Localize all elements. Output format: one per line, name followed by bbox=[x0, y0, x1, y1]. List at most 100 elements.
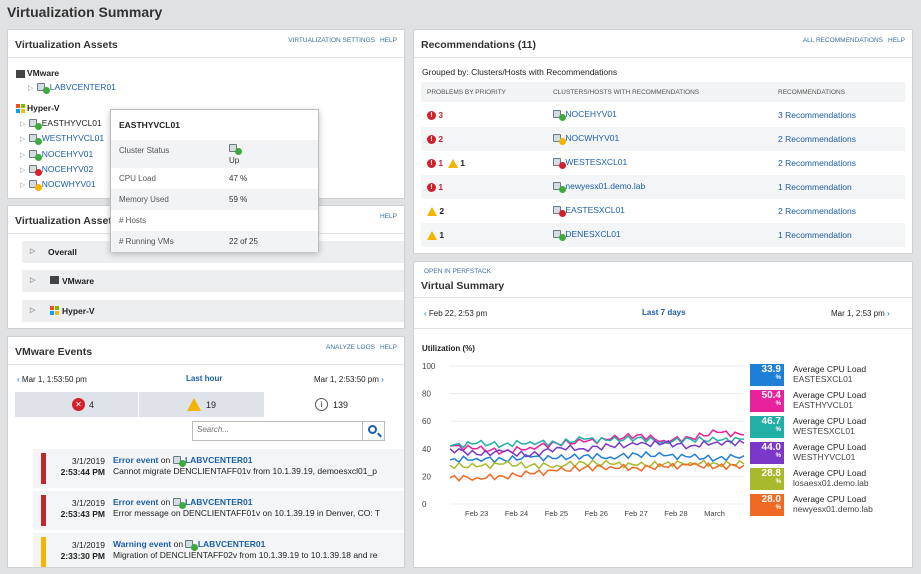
tree-item-host[interactable]: ▷ EASTHYVCL01 bbox=[20, 118, 102, 131]
legend-host: WESTHYVCL01 bbox=[793, 452, 856, 462]
error-icon: ✕ bbox=[72, 398, 85, 411]
y-tick-label: 20 bbox=[422, 472, 431, 481]
x-tick-label: Feb 26 bbox=[585, 509, 608, 518]
warning-icon bbox=[447, 159, 458, 169]
legend-item[interactable]: 44.0% Average CPU Load WESTHYVCL01 bbox=[750, 442, 910, 464]
host-status-icon bbox=[553, 182, 566, 194]
analyze-logs-link[interactable]: ANALYZE LOGS bbox=[326, 344, 376, 351]
legend-item[interactable]: 33.9% Average CPU Load EASTESXCL01 bbox=[750, 364, 910, 386]
event-item[interactable]: 3/1/2019 2:53:44 PM Error event on LABVCE… bbox=[33, 449, 404, 488]
vmware-group[interactable]: VMware bbox=[16, 68, 59, 78]
time-prev[interactable]: ‹ Mar 1, 1:53:50 pm bbox=[17, 375, 87, 384]
y-tick-label: 0 bbox=[422, 500, 427, 509]
legend-value: 28.8% bbox=[750, 468, 784, 490]
legend-value: 50.4% bbox=[750, 390, 784, 412]
event-item[interactable]: 3/1/2019 2:33:30 PM Warning event on LABV… bbox=[33, 533, 404, 567]
table-row[interactable]: ! 3 NOCEHYV01 3 Recommendations bbox=[421, 103, 905, 127]
table-row[interactable]: 2 EASTESXCL01 2 Recommendations bbox=[421, 199, 905, 223]
hyperv-group[interactable]: Hyper-V bbox=[16, 103, 60, 114]
recommendations-panel: Recommendations (11) ALL RECOMMENDATIONS… bbox=[413, 29, 913, 254]
tree-item-host[interactable]: ▷ WESTHYVCL01 bbox=[20, 133, 104, 146]
chevron-right-icon[interactable]: › bbox=[887, 309, 890, 318]
legend-metric: Average CPU Load bbox=[793, 416, 867, 426]
search-icon[interactable] bbox=[362, 422, 384, 440]
x-tick-label: Feb 24 bbox=[505, 509, 528, 518]
legend-metric: Average CPU Load bbox=[793, 468, 867, 478]
tree-item-host[interactable]: ▷ NOCEHYV01 bbox=[20, 149, 93, 162]
y-tick-label: 40 bbox=[422, 445, 431, 454]
legend-metric: Average CPU Load bbox=[793, 494, 867, 504]
virtualization-settings-link[interactable]: VIRTUALIZATION SETTINGS bbox=[288, 37, 376, 44]
tooltip-row: CPU Load 47 % bbox=[119, 174, 248, 183]
tree-item-host[interactable]: ▷ NOCWHYV01 bbox=[20, 179, 96, 192]
virtual-summary-panel: OPEN IN PERFSTACK Virtual Summary ‹ Feb … bbox=[413, 261, 913, 568]
legend-host: WESTESXCL01 bbox=[793, 426, 855, 436]
tooltip-row: # Hosts bbox=[119, 216, 147, 225]
page-title: Virtualization Summary bbox=[7, 4, 163, 20]
tree-item-host[interactable]: ▷ NOCEHYV02 bbox=[20, 164, 93, 177]
chevron-left-icon[interactable]: ‹ bbox=[424, 309, 427, 318]
table-row[interactable]: ! 1 newyesx01.demo.lab 1 Recommendation bbox=[421, 175, 905, 199]
filter-info-tab[interactable]: i 139 bbox=[265, 392, 398, 417]
series-line-newyesx01.demo.lab bbox=[449, 462, 745, 482]
legend-value: 33.9% bbox=[750, 364, 784, 386]
x-tick-label: Feb 25 bbox=[545, 509, 568, 518]
panel-title: Recommendations (11) bbox=[421, 39, 536, 51]
chevron-left-icon[interactable]: ‹ bbox=[17, 375, 20, 384]
event-item[interactable]: 3/1/2019 2:53:43 PM Error event on LABVCE… bbox=[33, 491, 404, 530]
warning-icon bbox=[427, 207, 437, 217]
help-link[interactable]: HELP bbox=[380, 344, 397, 351]
table-row[interactable]: ! 1 1 WESTESXCL01 2 Recommendations bbox=[421, 151, 905, 175]
series-line-WESTESXCL01 bbox=[449, 434, 745, 449]
open-in-perfstack-link[interactable]: OPEN IN PERFSTACK bbox=[424, 268, 492, 275]
critical-icon: ! bbox=[427, 111, 436, 121]
help-link[interactable]: HELP bbox=[380, 37, 397, 44]
x-tick-label: Feb 27 bbox=[624, 509, 647, 518]
time-next[interactable]: Mar 1, 2:53:50 pm › bbox=[314, 375, 384, 384]
host-status-icon bbox=[553, 110, 566, 122]
host-tooltip: EASTHYVCL01 Cluster Status Up CPU Load 47 … bbox=[110, 109, 319, 252]
filter-error-tab[interactable]: ✕ 4 bbox=[15, 392, 138, 417]
filter-warning-tab[interactable]: 19 bbox=[139, 392, 264, 417]
critical-icon: ! bbox=[427, 159, 436, 169]
legend-metric: Average CPU Load bbox=[793, 442, 867, 452]
legend-item[interactable]: 50.4% Average CPU Load EASTHYVCL01 bbox=[750, 390, 910, 412]
help-link[interactable]: HELP bbox=[380, 213, 397, 220]
time-range[interactable]: Last 7 days bbox=[642, 308, 686, 317]
vcenter-icon bbox=[37, 83, 51, 95]
all-recommendations-link[interactable]: ALL RECOMMENDATIONS bbox=[802, 37, 884, 44]
legend-host: EASTHYVCL01 bbox=[793, 400, 853, 410]
x-tick-label: Feb 23 bbox=[465, 509, 488, 518]
warning-icon bbox=[427, 231, 437, 241]
host-status-icon bbox=[553, 230, 566, 242]
vmware-icon bbox=[16, 69, 25, 78]
accordion-vmware[interactable]: ▷ VMware bbox=[22, 270, 404, 292]
series-line-WESTHYVCL01 bbox=[449, 439, 745, 458]
panel-title: Virtualization Assets bbox=[15, 39, 118, 51]
table-row[interactable]: 1 DENESXCL01 1 Recommendation bbox=[421, 223, 905, 247]
time-prev[interactable]: ‹ Feb 22, 2:53 pm bbox=[424, 309, 488, 318]
time-range[interactable]: Last hour bbox=[186, 374, 223, 383]
critical-icon: ! bbox=[427, 183, 436, 193]
panel-title: Virtualization Assets bbox=[15, 215, 118, 227]
legend-host: newyesx01.demo.lab bbox=[793, 504, 873, 514]
legend-item[interactable]: 46.7% Average CPU Load WESTESXCL01 bbox=[750, 416, 910, 438]
y-axis-label: Utilization (%) bbox=[422, 344, 475, 353]
vmware-events-panel: VMware Events ANALYZE LOGS HELP ‹ Mar 1, … bbox=[7, 336, 405, 568]
chevron-right-icon[interactable]: › bbox=[381, 375, 384, 384]
table-row[interactable]: ! 2 NOCWHYV01 2 Recommendations bbox=[421, 127, 905, 151]
tooltip-row: # Running VMs 22 of 25 bbox=[111, 231, 318, 252]
tooltip-title: EASTHYVCL01 bbox=[119, 120, 180, 130]
time-next[interactable]: Mar 1, 2:53 pm › bbox=[831, 309, 890, 318]
tree-item-vcenter[interactable]: ▷ LABVCENTER01 bbox=[28, 82, 116, 95]
accordion-hyperv[interactable]: ▷ Hyper-V bbox=[22, 300, 404, 322]
legend-item[interactable]: 28.8% Average CPU Load losaesx01.demo.lab bbox=[750, 468, 910, 490]
vcenter-icon bbox=[172, 498, 186, 510]
legend-metric: Average CPU Load bbox=[793, 390, 867, 400]
host-status-icon bbox=[29, 180, 43, 192]
legend-metric: Average CPU Load bbox=[793, 364, 867, 374]
search-input[interactable] bbox=[197, 425, 357, 434]
legend-item[interactable]: 28.0% Average CPU Load newyesx01.demo.lab bbox=[750, 494, 910, 516]
x-tick-label: March bbox=[704, 509, 725, 518]
help-link[interactable]: HELP bbox=[888, 37, 905, 44]
